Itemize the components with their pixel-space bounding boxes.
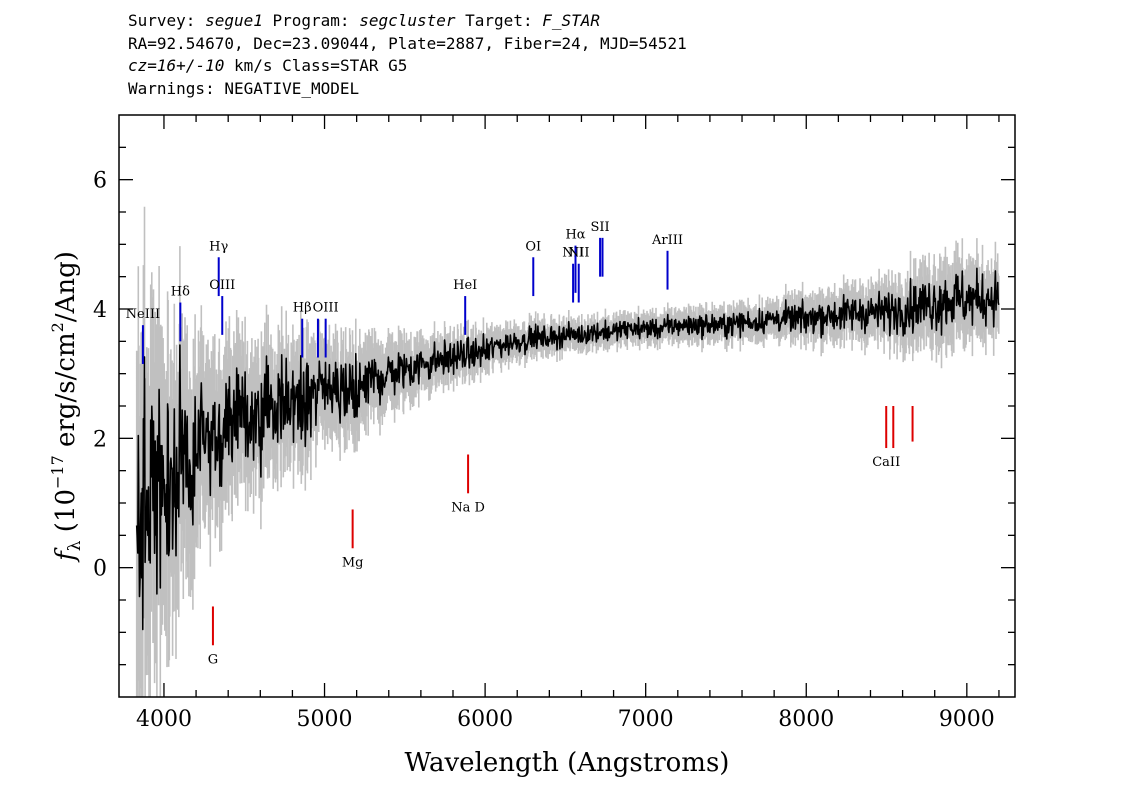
absorption-line-label-1: Mg bbox=[342, 555, 364, 570]
header-line-warnings: Warnings: NEGATIVE_MODEL bbox=[128, 78, 360, 98]
y-axis-units: erg/s/cm bbox=[51, 332, 81, 455]
header-line-survey: Survey: segue1 Program: segcluster Targe… bbox=[128, 10, 687, 33]
cz-value: 16+/-10 bbox=[156, 56, 225, 75]
cz-units-class: km/s Class=STAR G5 bbox=[224, 56, 408, 75]
y-axis-squared: 2 bbox=[48, 322, 67, 332]
x-tick-label: 4000 bbox=[136, 707, 192, 732]
emission-line-label-3: OIII bbox=[209, 278, 235, 293]
y-axis-subscript: λ bbox=[65, 540, 85, 551]
absorption-line-label-2: Na D bbox=[451, 500, 485, 515]
x-tick-label: 7000 bbox=[618, 707, 674, 732]
cz-label: cz= bbox=[128, 56, 157, 75]
y-axis-open: (10 bbox=[51, 489, 81, 541]
emission-line-label-8: OI bbox=[525, 239, 541, 254]
absorption-line-label-0: G bbox=[208, 652, 218, 667]
x-tick-label: 9000 bbox=[939, 707, 995, 732]
y-tick-label: 6 bbox=[93, 169, 107, 194]
survey-value: segue1 bbox=[205, 11, 263, 30]
emission-line-label-14: ArIII bbox=[651, 233, 683, 248]
y-axis-close: /Ang) bbox=[51, 251, 81, 322]
emission-line-label-6: OIII bbox=[313, 301, 339, 316]
emission-line-label-4: Hβ bbox=[293, 301, 312, 316]
y-axis-title: fλ (10−17 erg/s/cm2/Ang) bbox=[48, 251, 85, 563]
x-tick-label: 5000 bbox=[297, 707, 353, 732]
survey-label: Survey: bbox=[128, 11, 206, 30]
absorption-line-label-3: CaII bbox=[872, 455, 900, 470]
program-value: segcluster bbox=[359, 11, 456, 30]
emission-line-label-12: SII bbox=[590, 220, 609, 235]
spectrum-header: Survey: segue1 Program: segcluster Targe… bbox=[128, 10, 687, 100]
error-band bbox=[135, 206, 1000, 697]
target-value: F_STAR bbox=[542, 11, 601, 30]
y-tick-label: 0 bbox=[93, 557, 107, 582]
axes-layer: 4000 5000 6000 7000 8000 9000 0 2 4 6 bbox=[93, 114, 1016, 732]
flux-layer bbox=[135, 267, 1000, 631]
error-band-layer bbox=[135, 206, 1000, 697]
y-tick-label: 4 bbox=[93, 298, 107, 323]
y-axis-exponent: −17 bbox=[48, 455, 67, 489]
y-tick-label: 2 bbox=[93, 427, 107, 452]
x-tick-label: 8000 bbox=[778, 707, 834, 732]
program-label: Program: bbox=[262, 11, 360, 30]
flux-series-line bbox=[135, 267, 1000, 631]
emission-line-label-0: NeIII bbox=[126, 307, 160, 322]
emission-line-label-1: Hδ bbox=[171, 285, 190, 300]
emission-line-label-7: HeI bbox=[453, 278, 477, 293]
emission-line-label-9: NII bbox=[562, 246, 584, 261]
header-line-coordinates: RA=92.54670, Dec=23.09044, Plate=2887, F… bbox=[128, 33, 687, 53]
x-tick-label: 6000 bbox=[457, 707, 513, 732]
target-label: Target: bbox=[455, 11, 543, 30]
emission-line-label-11: NII bbox=[568, 246, 590, 261]
header-line-redshift: cz=16+/-10 km/s Class=STAR G5 bbox=[128, 55, 687, 78]
emission-line-label-10: Hα bbox=[565, 228, 585, 243]
emission-line-label-2: Hγ bbox=[209, 239, 228, 254]
x-axis-title: Wavelength (Angstroms) bbox=[405, 748, 730, 778]
